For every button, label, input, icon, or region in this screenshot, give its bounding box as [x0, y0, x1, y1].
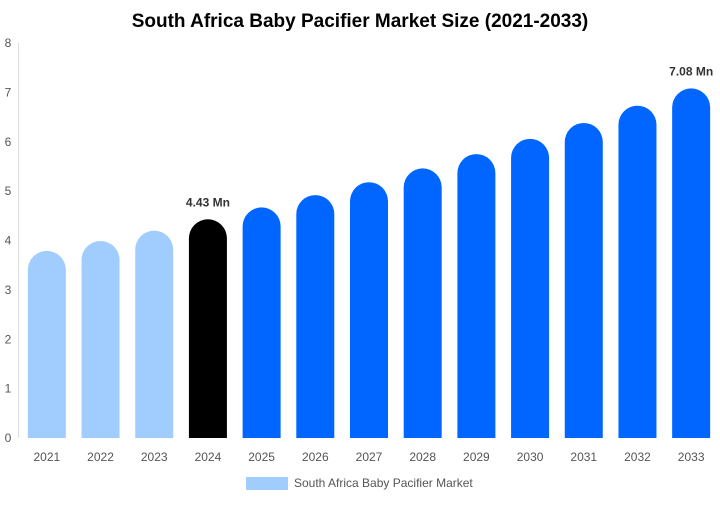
y-tick-label: 2 — [5, 332, 12, 346]
x-tick-label: 2026 — [302, 450, 329, 464]
x-tick-label: 2030 — [517, 450, 544, 464]
data-label-2033: 7.08 Mn — [669, 64, 713, 78]
x-tick-label: 2024 — [195, 450, 222, 464]
legend-swatch — [246, 477, 288, 490]
bar-2022[interactable] — [81, 240, 120, 438]
y-tick-label: 6 — [5, 135, 12, 149]
data-label-2024: 4.43 Mn — [186, 195, 230, 209]
x-tick-label: 2021 — [33, 450, 60, 464]
bar-2030[interactable] — [511, 138, 550, 439]
x-tick-label: 2033 — [678, 450, 705, 464]
chart-title: South Africa Baby Pacifier Market Size (… — [132, 11, 589, 32]
y-tick-label: 1 — [5, 382, 12, 396]
bar-2031[interactable] — [564, 122, 603, 438]
x-tick-label: 2028 — [409, 450, 436, 464]
x-tick-label: 2031 — [570, 450, 597, 464]
x-tick-label: 2029 — [463, 450, 490, 464]
bar-2028[interactable] — [403, 168, 442, 438]
bar-2025[interactable] — [242, 207, 281, 438]
y-tick-label: 4 — [5, 234, 12, 248]
bar-2029[interactable] — [457, 154, 496, 438]
bar-2032[interactable] — [618, 105, 657, 439]
bar-2027[interactable] — [350, 182, 388, 438]
bar-2023[interactable] — [135, 230, 174, 438]
bar-2026[interactable] — [296, 195, 335, 438]
legend-label: South Africa Baby Pacifier Market — [294, 476, 473, 490]
y-tick-label: 5 — [5, 184, 12, 198]
x-tick-label: 2025 — [248, 450, 275, 464]
bar-2033[interactable] — [672, 88, 711, 439]
y-tick-label: 0 — [5, 431, 12, 445]
bar-2024[interactable] — [188, 219, 227, 438]
y-tick-label: 8 — [5, 36, 12, 50]
y-tick-label: 3 — [5, 283, 12, 297]
y-tick-label: 7 — [5, 85, 12, 99]
bar-2021[interactable] — [27, 250, 66, 438]
x-tick-label: 2022 — [87, 450, 114, 464]
legend[interactable]: South Africa Baby Pacifier Market — [246, 476, 473, 490]
x-tick-label: 2032 — [624, 450, 651, 464]
x-tick-label: 2027 — [356, 450, 383, 464]
x-tick-label: 2023 — [141, 450, 168, 464]
